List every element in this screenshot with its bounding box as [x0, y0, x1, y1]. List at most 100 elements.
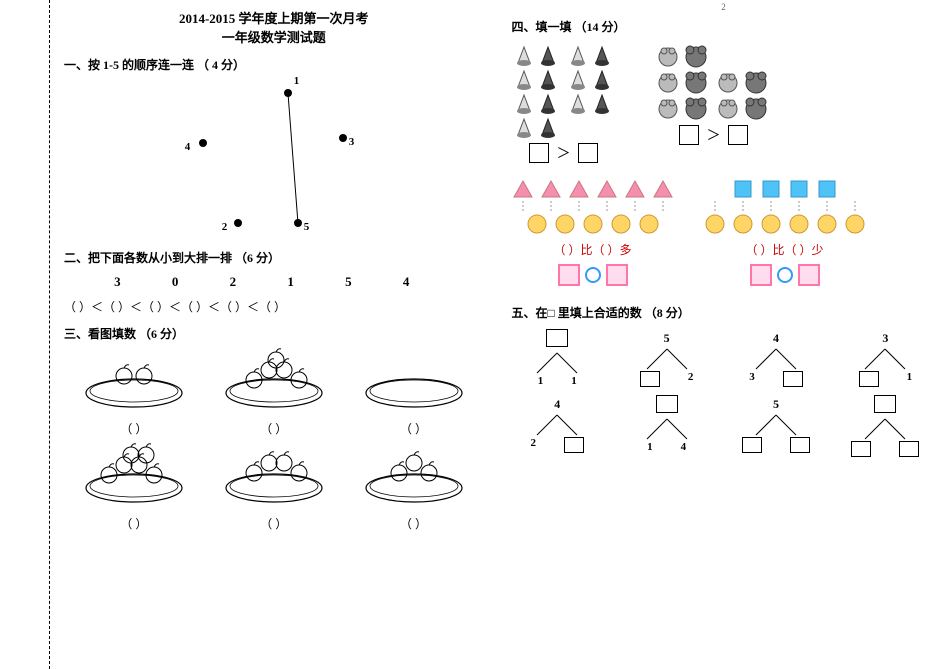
- icon-pair: [512, 115, 562, 139]
- circle-icon: [554, 213, 576, 235]
- section-4-title: 四、填一填 （14 分）: [512, 18, 932, 35]
- shape-row: [512, 179, 674, 199]
- compare-text-right: （ ）比（ ）少: [704, 241, 866, 258]
- triangle-icon: [596, 179, 618, 199]
- shape-col-right: （ ）比（ ）少: [704, 177, 866, 286]
- icon-pair: [566, 43, 616, 67]
- square-icon: [732, 179, 754, 199]
- dash-icon: [624, 201, 646, 211]
- shape-item: [788, 179, 810, 199]
- dash-icon: [652, 201, 674, 211]
- circle-icon: [610, 213, 632, 235]
- section-1-title: 一、按 1-5 的顺序连一连 （ 4 分）: [64, 56, 484, 73]
- number-split: 14: [622, 395, 712, 457]
- icon-pair: [512, 43, 562, 67]
- plate-item: （ ）: [359, 443, 469, 532]
- compare-row: ＞ ＞: [512, 43, 932, 163]
- compare-icon: [716, 95, 772, 121]
- compare-group-right: ＞: [656, 43, 772, 163]
- triangle-icon: [512, 179, 534, 199]
- dot: [199, 139, 207, 147]
- split-bottom: 11: [512, 375, 602, 387]
- dot-label: 1: [294, 75, 300, 87]
- answer-box: [750, 264, 772, 286]
- plate-item: （ ）: [79, 443, 189, 532]
- title-block: 2014-2015 学年度上期第一次月考 一年级数学测试题: [64, 8, 484, 46]
- number-split: 52: [622, 329, 712, 387]
- number-split: 43: [731, 329, 821, 387]
- icon-row: [512, 115, 616, 139]
- circle-icon: [816, 213, 838, 235]
- left-column: 2014-2015 学年度上期第一次月考 一年级数学测试题 一、按 1-5 的顺…: [50, 0, 498, 669]
- shape-row: [512, 213, 674, 235]
- split-bottom: 2: [622, 371, 712, 387]
- square-icon: [816, 179, 838, 199]
- split-top: [874, 395, 896, 413]
- dash: [568, 201, 590, 211]
- icon-pair: [716, 69, 772, 95]
- dash: [732, 201, 754, 211]
- icon-row: [656, 95, 772, 121]
- shape-item: [760, 213, 782, 235]
- split-value: 1: [647, 441, 653, 453]
- circle-icon: [704, 213, 726, 235]
- split-branch: [622, 347, 712, 371]
- shape-row: [704, 179, 866, 199]
- dot: [339, 134, 347, 142]
- plate-caption: （ ）: [359, 515, 469, 532]
- triangle-icon: [540, 179, 562, 199]
- split-value: 1: [538, 375, 544, 387]
- answer-box: [899, 441, 919, 457]
- answer-box: [558, 264, 580, 286]
- shape-item: [540, 179, 562, 199]
- shape-item: [788, 213, 810, 235]
- dash: [624, 201, 646, 211]
- icon-pair: [656, 43, 712, 69]
- compare-boxes-left: ＞: [512, 143, 616, 163]
- split-value: 1: [907, 371, 913, 387]
- dash: [788, 201, 810, 211]
- triangle-icon: [568, 179, 590, 199]
- split-top: 5: [656, 329, 678, 347]
- shape-item: [512, 179, 534, 199]
- compare-text-left: （ ）比（ ）多: [512, 241, 674, 258]
- circle-icon: [582, 213, 604, 235]
- dash: [816, 201, 838, 211]
- title-line-2: 一年级数学测试题: [64, 27, 484, 46]
- dash-icon: [844, 201, 866, 211]
- connect-line: [287, 93, 298, 223]
- answer-box: [790, 437, 810, 453]
- shape-item: [732, 213, 754, 235]
- plate-caption: （ ）: [79, 420, 189, 437]
- shape-item: [624, 179, 646, 199]
- answer-box: [742, 437, 762, 453]
- circle-icon: [844, 213, 866, 235]
- answer-box: [564, 437, 584, 453]
- gt-symbol: ＞: [707, 125, 721, 145]
- icon-pair: [512, 91, 562, 115]
- split-value: 2: [688, 371, 694, 387]
- op-circle: [777, 267, 793, 283]
- split-top: [546, 329, 568, 347]
- dash-icon: [760, 201, 782, 211]
- plate-caption: （ ）: [219, 515, 329, 532]
- dash-icon: [816, 201, 838, 211]
- split-bottom: 14: [622, 441, 712, 453]
- shape-item: [704, 213, 726, 235]
- icon-row: [512, 67, 616, 91]
- dash-icon: [540, 201, 562, 211]
- binding-margin: [0, 0, 50, 669]
- compare-boxes-right: ＞: [656, 125, 772, 145]
- number-split: 11: [512, 329, 602, 387]
- plate-row-1: （ ）（ ）（ ）: [64, 348, 484, 437]
- plate-item: （ ）: [79, 348, 189, 437]
- section-2-title: 二、把下面各数从小到大排一排 （6 分）: [64, 249, 484, 266]
- compare-icons-right: [656, 43, 772, 121]
- dash-row: [704, 201, 866, 211]
- split-branch: [840, 417, 930, 441]
- dot: [234, 219, 242, 227]
- split-branch: [731, 413, 821, 437]
- plate-caption: （ ）: [219, 420, 329, 437]
- page-number: 2: [721, 2, 726, 12]
- dash-icon: [704, 201, 726, 211]
